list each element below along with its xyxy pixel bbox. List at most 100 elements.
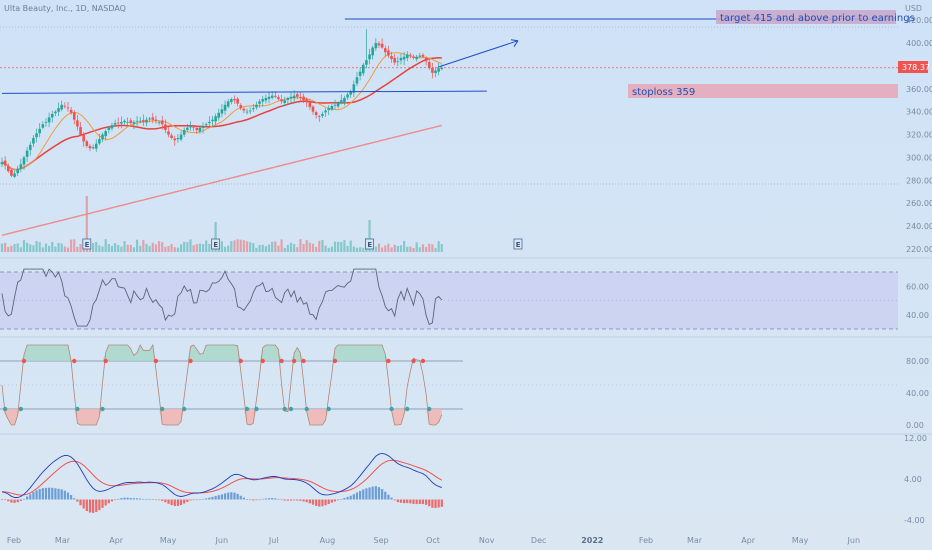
volume-bar (220, 241, 224, 252)
volume-bar (95, 241, 98, 252)
macd-histogram-bar (333, 499, 337, 502)
candle-body (330, 105, 334, 110)
volume-bar (305, 240, 308, 252)
stochastic-panel[interactable]: 80.00 40.00 0.00 (0, 343, 929, 430)
macd-histogram-bar (198, 499, 202, 500)
macd-histogram-bar (54, 488, 57, 500)
macd-histogram-bar (267, 498, 271, 500)
time-axis[interactable]: Feb Mar Apr May Jun Jul Aug Sep Oct Nov Dec 2022 Feb… (7, 536, 860, 545)
price-tick-label: 260.00 (906, 199, 932, 208)
volume-bar (110, 245, 114, 252)
macd-histogram-bar (421, 499, 425, 505)
volume-bar (179, 244, 183, 252)
stoch-cross-dot (182, 406, 187, 412)
stoch-cross-dot (282, 406, 287, 412)
candle-body (214, 116, 217, 122)
volume-bar (66, 247, 70, 252)
macd-histogram-bar (299, 499, 302, 501)
candle-body (129, 120, 133, 124)
volume-bar (16, 243, 19, 252)
candle-body (79, 126, 82, 135)
volume-bar (120, 246, 123, 252)
candle-body (431, 67, 434, 73)
macd-histogram-bar (236, 493, 239, 500)
stoch-cross-dot (279, 358, 284, 364)
macd-histogram-bar (245, 499, 249, 500)
macd-histogram-bar (374, 486, 377, 500)
macd-histogram-bar (139, 498, 142, 500)
rsi-tick-label: 40.00 (906, 311, 929, 320)
candle-body (135, 120, 139, 122)
volume-bar (258, 245, 261, 252)
macd-histogram-bar (183, 499, 186, 504)
volume-bar (126, 244, 129, 252)
macd-histogram-bar (352, 494, 355, 500)
candle-body (110, 125, 114, 129)
macd-histogram-bar (73, 498, 76, 500)
price-tick-label: 240.00 (906, 222, 932, 231)
volume-bar (57, 242, 60, 252)
candle-body (54, 111, 57, 114)
volume-bar (264, 246, 267, 252)
candle-body (289, 96, 293, 99)
candle-body (198, 127, 202, 132)
stoch-cross-dot (238, 358, 243, 364)
volume-bar (242, 240, 245, 252)
candle-body (44, 121, 48, 123)
earnings-marker-upcoming (513, 238, 523, 250)
candlesticks (0, 29, 444, 179)
macd-histogram-bar (381, 489, 384, 500)
candle-body (170, 135, 173, 138)
candle-body (145, 119, 148, 123)
macd-histogram-bar (227, 492, 230, 500)
macd-histogram-bar (315, 499, 318, 506)
candle-body (32, 137, 35, 144)
macd-histogram-bar (255, 499, 258, 501)
candle-body (286, 97, 290, 101)
trend-arrow (438, 40, 519, 68)
macd-histogram-bar (22, 498, 26, 500)
candle-body (47, 117, 51, 123)
candle-body (57, 108, 60, 112)
price-panel[interactable]: E E E E 440.00 420.00 400.00 360.00 340.00 320.0… (0, 0, 932, 435)
candle-body (267, 96, 271, 99)
macd-histogram-bar (145, 498, 148, 500)
candle-body (314, 112, 318, 116)
candle-body (302, 96, 305, 101)
volume-bar (60, 243, 63, 252)
volume-bar (113, 243, 117, 252)
candle-body (69, 109, 73, 113)
macd-histogram-bar (161, 499, 164, 501)
candle-body (252, 108, 255, 110)
stoch-cross-dot (389, 406, 394, 412)
volume-bar (233, 240, 236, 252)
stoploss-annotation[interactable]: stoploss 359 (628, 84, 898, 98)
candle-body (321, 113, 324, 116)
stoch-cross-dot (160, 406, 165, 412)
volume-bar (151, 242, 154, 252)
volume-bar (22, 240, 26, 252)
macd-panel[interactable]: 12.00 4.00 -4.00 (0, 434, 927, 525)
macd-histogram-bar (264, 498, 267, 500)
stoch-tick-label: 0.00 (906, 421, 924, 430)
currency-label: USD (905, 4, 922, 13)
candle-body (167, 131, 170, 135)
volume-bar (434, 247, 437, 252)
candle-body (346, 94, 349, 98)
volume-bar (302, 243, 305, 252)
candle-body (189, 125, 192, 128)
target-annotation[interactable]: target 415 and above prior to earnings (716, 10, 915, 24)
macd-histogram-bar (324, 499, 327, 506)
macd-histogram-bar (167, 499, 170, 504)
macd-histogram-bar (271, 498, 274, 500)
candle-body (418, 55, 422, 57)
macd-histogram-bar (211, 496, 214, 500)
macd-histogram-bar (51, 487, 54, 500)
stoch-overbought-fill (2, 345, 442, 361)
macd-histogram-bar (409, 499, 412, 504)
volume-bar (236, 239, 239, 252)
volume-bar (359, 247, 362, 252)
rsi-panel[interactable]: 60.00 40.00 (0, 268, 929, 330)
stoch-cross-dot (188, 358, 193, 364)
